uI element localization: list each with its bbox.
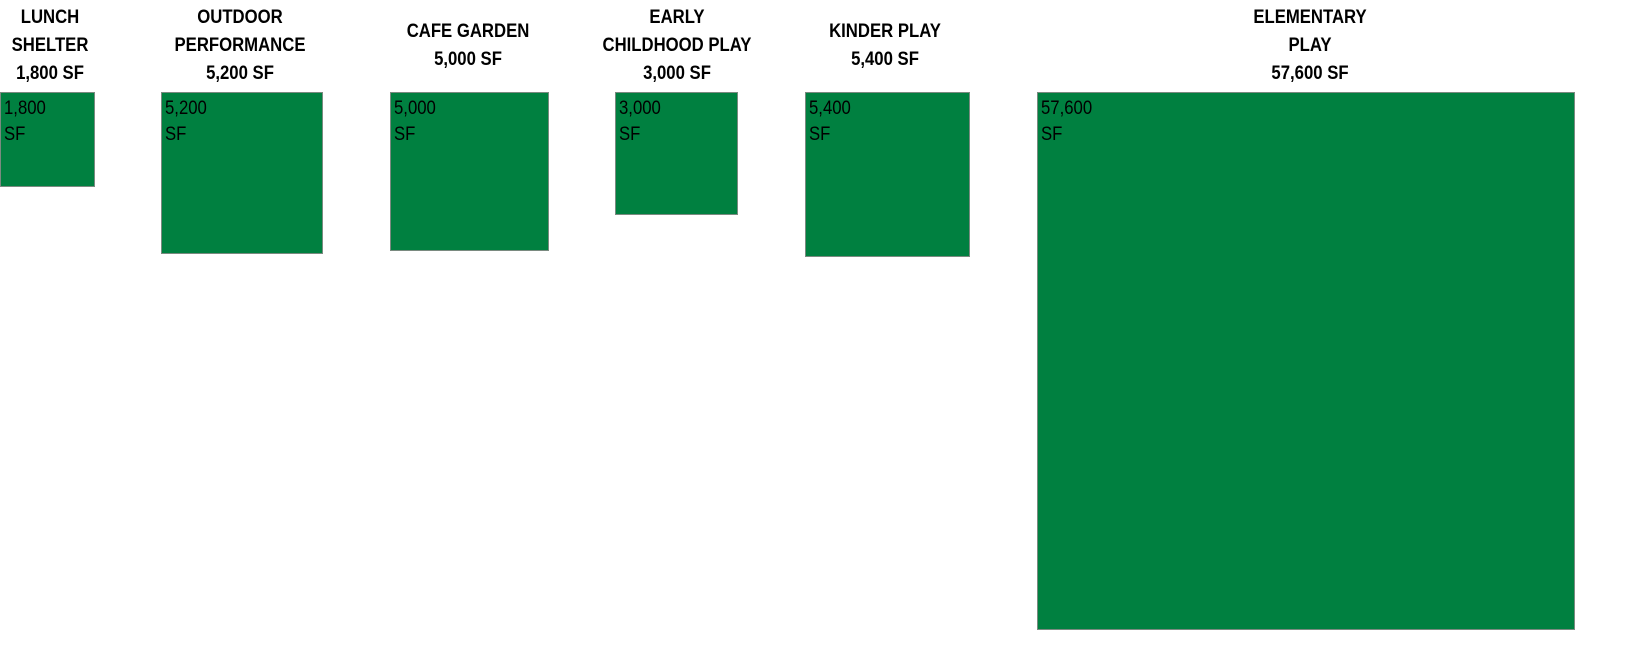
area-block-label: 3,000 SF bbox=[619, 96, 661, 148]
space-title-line: SHELTER bbox=[11, 35, 89, 56]
area-unit: SF bbox=[809, 124, 831, 145]
area-block-label: 1,800 SF bbox=[4, 96, 46, 148]
space-title-line: LUNCH bbox=[20, 7, 80, 28]
space-title: EARLY CHILDHOOD PLAY 3,000 SF bbox=[593, 4, 760, 88]
area-block-label: 5,400 SF bbox=[809, 96, 851, 148]
space-title-line: CAFE GARDEN bbox=[406, 21, 530, 42]
area-unit: SF bbox=[165, 124, 187, 145]
area-block: 1,800 SF bbox=[0, 92, 95, 187]
space-title: LUNCH SHELTER 1,800 SF bbox=[6, 4, 94, 88]
area-value: 3,000 bbox=[619, 98, 661, 119]
area-value: 1,800 bbox=[4, 98, 46, 119]
area-block: 3,000 SF bbox=[615, 92, 738, 215]
area-value: 57,600 bbox=[1041, 98, 1093, 119]
space-title: ELEMENTARY PLAY 57,600 SF bbox=[1222, 4, 1398, 88]
area-block: 57,600 SF bbox=[1037, 92, 1575, 630]
area-block: 5,000 SF bbox=[390, 92, 549, 251]
space-title-line: ELEMENTARY bbox=[1253, 7, 1367, 28]
space-title-line: 3,000 SF bbox=[643, 63, 711, 84]
space-title-line: OUTDOOR bbox=[197, 7, 283, 28]
area-unit: SF bbox=[4, 124, 26, 145]
space-title-line: PLAY bbox=[1288, 35, 1332, 56]
area-value: 5,200 bbox=[165, 98, 207, 119]
area-block-label: 5,200 SF bbox=[165, 96, 207, 148]
area-block: 5,400 SF bbox=[805, 92, 970, 257]
space-title-line: KINDER PLAY bbox=[829, 21, 941, 42]
area-block: 5,200 SF bbox=[161, 92, 323, 254]
area-block-label: 57,600 SF bbox=[1041, 96, 1092, 148]
area-unit: SF bbox=[394, 124, 416, 145]
space-title: OUTDOOR PERFORMANCE 5,200 SF bbox=[161, 4, 319, 88]
area-block-label: 5,000 SF bbox=[394, 96, 436, 148]
area-value: 5,400 bbox=[809, 98, 851, 119]
space-title-line: 5,400 SF bbox=[851, 49, 919, 70]
area-unit: SF bbox=[1041, 124, 1063, 145]
space-title-line: 57,600 SF bbox=[1271, 63, 1349, 84]
area-value: 5,000 bbox=[394, 98, 436, 119]
space-title: KINDER PLAY 5,400 SF bbox=[806, 18, 964, 74]
space-title-line: 1,800 SF bbox=[16, 63, 84, 84]
space-title: CAFE GARDEN 5,000 SF bbox=[389, 18, 547, 74]
space-title-line: 5,200 SF bbox=[206, 63, 274, 84]
space-title-line: EARLY bbox=[649, 7, 705, 28]
space-title-line: CHILDHOOD PLAY bbox=[602, 35, 752, 56]
space-title-line: 5,000 SF bbox=[434, 49, 502, 70]
space-title-line: PERFORMANCE bbox=[174, 35, 306, 56]
area-unit: SF bbox=[619, 124, 641, 145]
